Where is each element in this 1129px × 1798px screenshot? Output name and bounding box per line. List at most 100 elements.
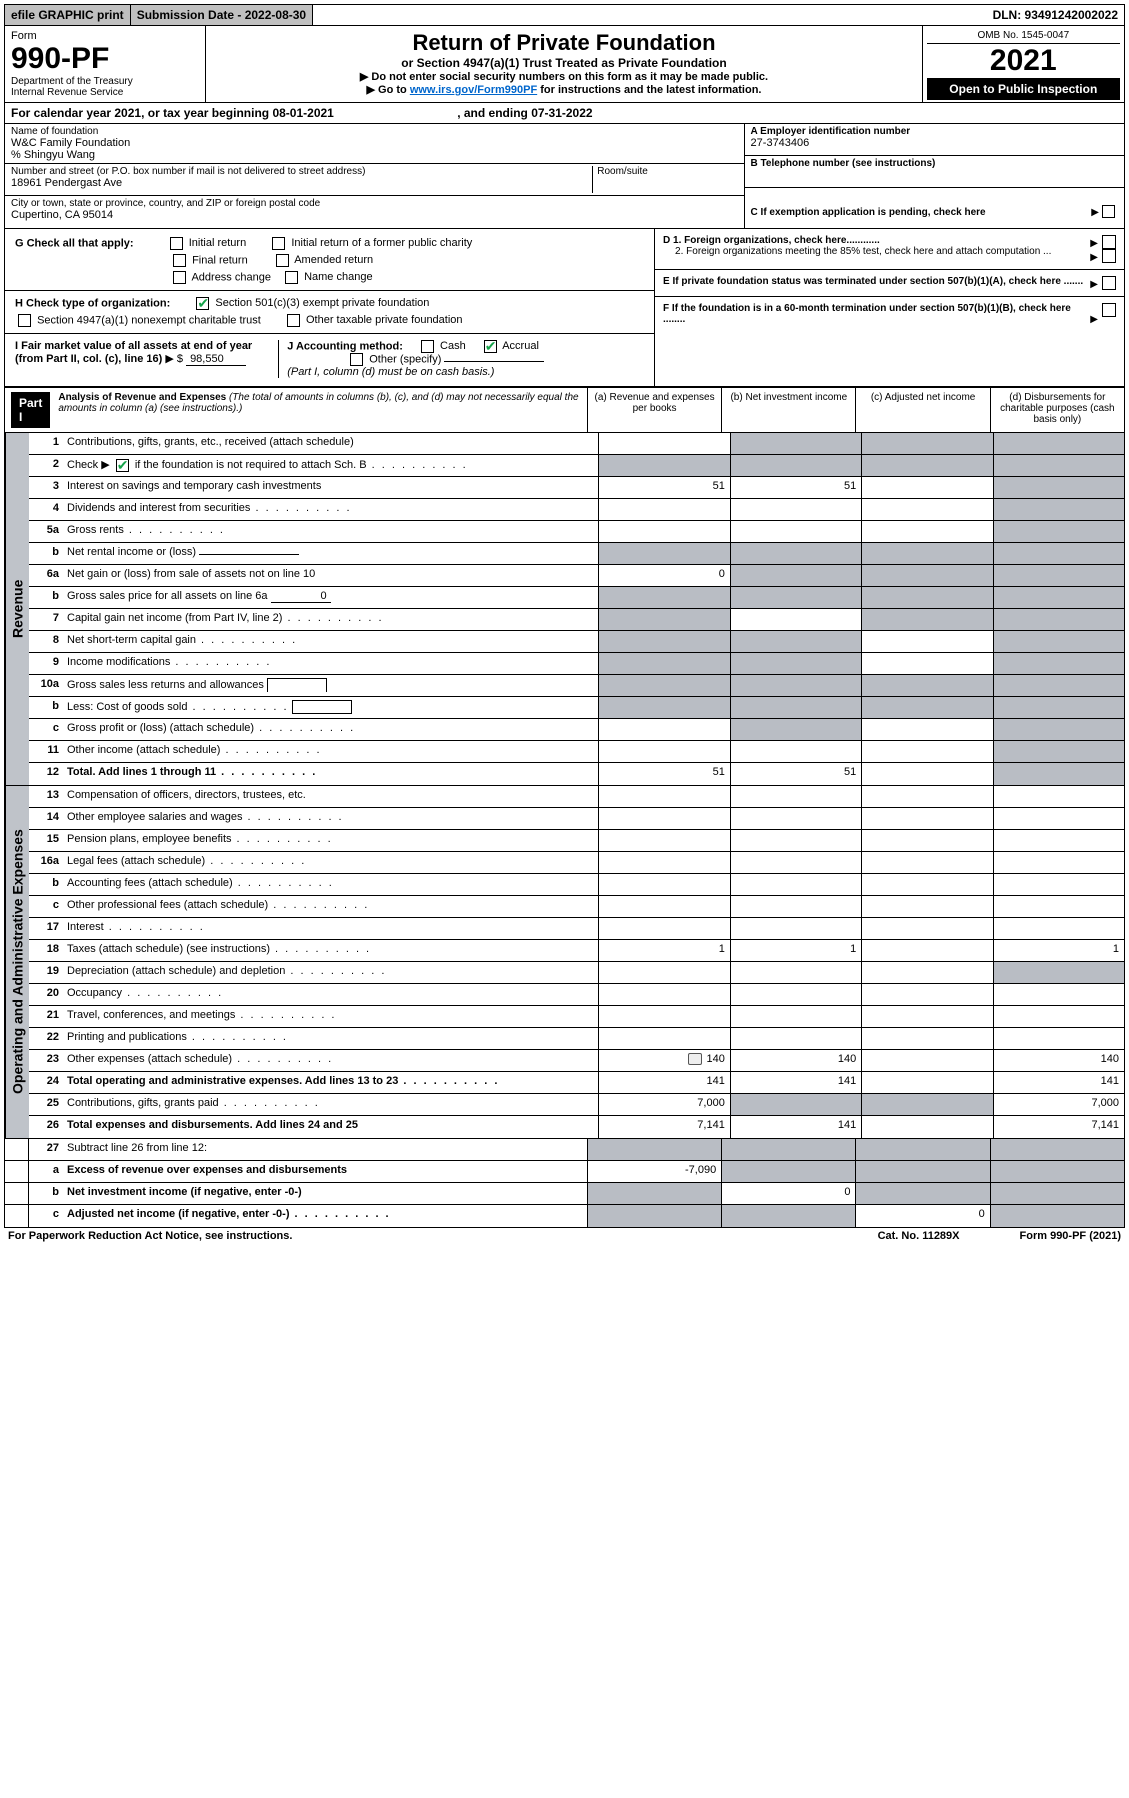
cell-c	[861, 521, 992, 542]
row-num: 20	[29, 984, 63, 1005]
arrow-icon: ▶	[1090, 238, 1098, 249]
cell-a	[598, 1006, 729, 1027]
h-other-taxable-checkbox[interactable]	[287, 314, 300, 327]
cell-b	[730, 609, 861, 630]
form990pf-link[interactable]: www.irs.gov/Form990PF	[410, 84, 537, 96]
form-title: Return of Private Foundation	[214, 30, 913, 56]
j-accrual-checkbox[interactable]	[484, 340, 497, 353]
exemption-checkbox[interactable]	[1102, 205, 1115, 218]
row-num: 19	[29, 962, 63, 983]
cell-d	[993, 455, 1124, 476]
row-desc: Capital gain net income (from Part IV, l…	[63, 609, 598, 630]
cell-c	[861, 940, 992, 961]
cell-b: 141	[730, 1072, 861, 1093]
j-cash-checkbox[interactable]	[421, 340, 434, 353]
instr-post: for instructions and the latest informat…	[537, 84, 761, 96]
cell-a: 7,141	[598, 1116, 729, 1138]
cell-d	[993, 874, 1124, 895]
line-27-block: 27Subtract line 26 from line 12: aExcess…	[4, 1139, 1125, 1228]
cell-d: 7,141	[993, 1116, 1124, 1138]
g-final-return-checkbox[interactable]	[173, 254, 186, 267]
f-label: F If the foundation is in a 60-month ter…	[663, 303, 1090, 325]
row-desc: Other expenses (attach schedule)	[63, 1050, 598, 1071]
cell-b	[730, 830, 861, 851]
row-desc: Excess of revenue over expenses and disb…	[63, 1161, 587, 1182]
r10a-box[interactable]	[267, 678, 327, 692]
entity-block: Name of foundation W&C Family Foundation…	[4, 124, 1125, 229]
cell-d	[993, 896, 1124, 917]
cell-a	[587, 1183, 721, 1204]
r6b-value: 0	[271, 590, 331, 603]
r10b-box[interactable]	[292, 700, 352, 714]
g-initial-return-checkbox[interactable]	[170, 237, 183, 250]
cell-a: 1	[598, 940, 729, 961]
cell-b	[721, 1205, 855, 1227]
submission-date: Submission Date - 2022-08-30	[131, 5, 313, 25]
cell-c	[861, 1006, 992, 1027]
f-checkbox[interactable]	[1102, 303, 1116, 317]
row-num: 7	[29, 609, 63, 630]
row-num: 22	[29, 1028, 63, 1049]
cell-b	[730, 455, 861, 476]
h-501c3-checkbox[interactable]	[196, 297, 209, 310]
d2-checkbox[interactable]	[1102, 249, 1116, 263]
part1-badge: Part I	[11, 392, 50, 428]
cell-a	[587, 1139, 721, 1160]
cell-a: -7,090	[587, 1161, 721, 1182]
cell-c	[861, 565, 992, 586]
efile-print-button[interactable]: efile GRAPHIC print	[5, 5, 131, 25]
j-accrual-label: Accrual	[502, 340, 539, 352]
row-num: 12	[29, 763, 63, 785]
r5b-input[interactable]	[199, 554, 299, 555]
d1-checkbox[interactable]	[1102, 235, 1116, 249]
expenses-side-label: Operating and Administrative Expenses	[5, 786, 29, 1138]
cell-b	[730, 499, 861, 520]
g-amended-checkbox[interactable]	[276, 254, 289, 267]
g-address-change-checkbox[interactable]	[173, 271, 186, 284]
cell-c	[861, 852, 992, 873]
cell-a	[598, 808, 729, 829]
row-num: 21	[29, 1006, 63, 1027]
cell-b	[730, 433, 861, 454]
cell-a	[598, 852, 729, 873]
g-initial-former-checkbox[interactable]	[272, 237, 285, 250]
cell-d	[993, 1006, 1124, 1027]
sch-b-checkbox[interactable]	[116, 459, 129, 472]
i-amount: 98,550	[186, 353, 246, 366]
revenue-section: Revenue 1Contributions, gifts, grants, e…	[4, 433, 1125, 786]
r2-post: if the foundation is not required to att…	[132, 459, 367, 471]
row-num: 11	[29, 741, 63, 762]
cell-a: 7,000	[598, 1094, 729, 1115]
row-num: 17	[29, 918, 63, 939]
care-of: % Shingyu Wang	[11, 149, 738, 161]
cell-d	[993, 653, 1124, 674]
row-num: 16a	[29, 852, 63, 873]
row-desc: Gross rents	[63, 521, 598, 542]
cell-d	[993, 984, 1124, 1005]
row-num: 9	[29, 653, 63, 674]
cell-d	[993, 631, 1124, 652]
cell-d	[993, 499, 1124, 520]
j-other-checkbox[interactable]	[350, 353, 363, 366]
cell-a: 0	[598, 565, 729, 586]
row-desc: Gross sales less returns and allowances	[63, 675, 598, 696]
row-num: 25	[29, 1094, 63, 1115]
h-4947-checkbox[interactable]	[18, 314, 31, 327]
g-name-change-checkbox[interactable]	[285, 271, 298, 284]
cat-no: Cat. No. 11289X	[878, 1230, 960, 1242]
e-checkbox[interactable]	[1102, 276, 1116, 290]
cell-b	[730, 653, 861, 674]
cell-d	[993, 808, 1124, 829]
form-subtitle: or Section 4947(a)(1) Trust Treated as P…	[214, 56, 913, 70]
cell-b	[730, 521, 861, 542]
cell-a	[598, 918, 729, 939]
cell-a	[598, 896, 729, 917]
cell-c	[861, 675, 992, 696]
j-other-input[interactable]	[444, 361, 544, 362]
row-desc: Total. Add lines 1 through 11	[63, 763, 598, 785]
cell-c	[861, 918, 992, 939]
j-label: J Accounting method:	[287, 340, 403, 352]
cell-c	[861, 830, 992, 851]
attachment-icon[interactable]	[688, 1053, 702, 1065]
row-desc: Net investment income (if negative, ente…	[63, 1183, 587, 1204]
